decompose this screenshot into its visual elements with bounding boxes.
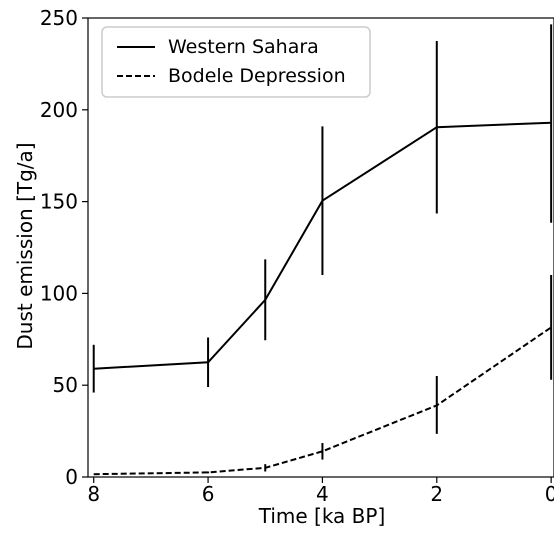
series-line-western-sahara (93, 121, 552, 370)
y-axis-ticks: 0 50 100 150 200 250 (40, 6, 88, 489)
y-tick-label: 150 (40, 190, 78, 214)
series-line-bodele-depression (93, 326, 552, 476)
x-tick-label: 0 (545, 482, 554, 506)
legend: Western Sahara Bodele Depression (101, 26, 371, 98)
y-axis-label: Dust emission [Tg/a] (13, 142, 37, 349)
y-tick-label: 200 (40, 98, 78, 122)
plot-area (92, 24, 553, 476)
y-tick-label: 250 (40, 6, 78, 30)
x-tick-label: 2 (430, 482, 443, 506)
x-tick-label: 4 (316, 482, 329, 506)
axes-frame (87, 17, 554, 478)
legend-label-western-sahara: Western Sahara (168, 36, 319, 58)
x-tick-label: 8 (87, 482, 100, 506)
x-axis-ticks: 8 6 4 2 0 (87, 477, 554, 506)
y-tick-label: 0 (65, 465, 78, 489)
y-tick-label: 50 (53, 373, 78, 397)
y-tick-label: 100 (40, 281, 78, 305)
legend-box (101, 26, 371, 98)
x-tick-label: 6 (202, 482, 215, 506)
legend-label-bodele-depression: Bodele Depression (168, 65, 346, 87)
x-axis-label: Time [ka BP] (258, 504, 386, 528)
